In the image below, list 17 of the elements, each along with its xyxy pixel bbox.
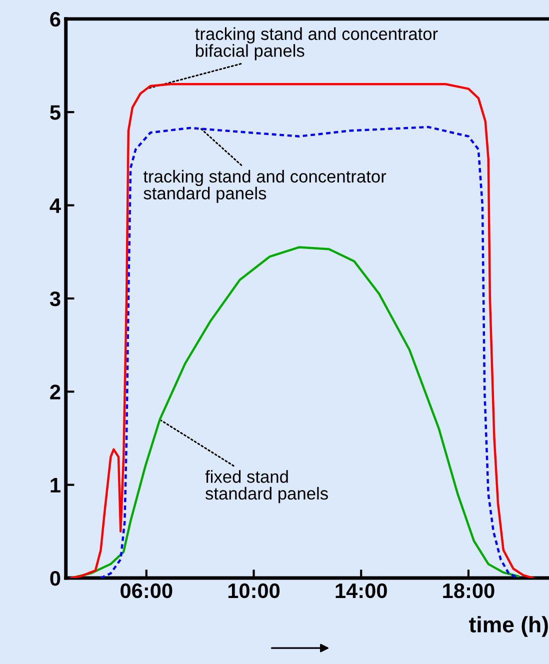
line-series <box>70 83 534 578</box>
x-tick-label: 14:00 <box>336 583 387 598</box>
x-tick-label: 18:00 <box>443 583 494 598</box>
y-tick-label: 2 <box>50 384 60 400</box>
line-series <box>70 246 520 578</box>
y-tick-label: 3 <box>50 291 60 306</box>
x-axis-title: time (h) <box>469 616 548 637</box>
y-tick-label: 5 <box>50 105 60 120</box>
annotation: tracking stand and concentrator standard panels <box>143 170 386 203</box>
y-tick-label: 0 <box>50 571 60 586</box>
x-tick-label: 06:00 <box>120 583 172 598</box>
annotation: fixed stand standard panels <box>205 470 328 504</box>
y-tick-label: 4 <box>50 198 61 213</box>
x-tick-label: 10:00 <box>228 583 280 598</box>
y-tick-label: 1 <box>50 478 60 492</box>
y-tick-label: 6 <box>50 12 60 27</box>
annotation: tracking stand and concentrator bifacial panels <box>195 27 438 60</box>
